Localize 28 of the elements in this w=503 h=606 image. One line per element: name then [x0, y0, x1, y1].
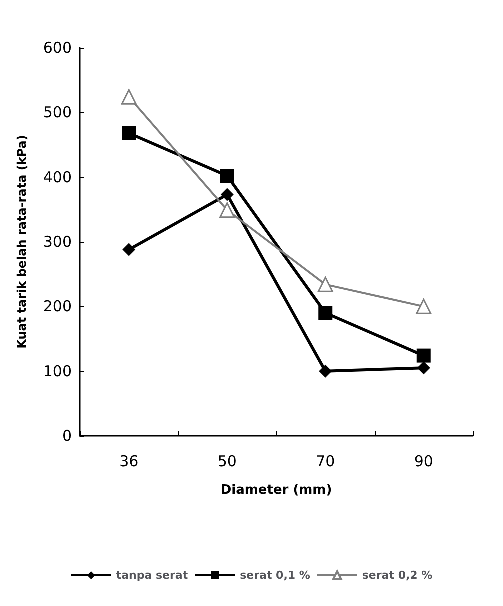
y-tick-label: 400	[43, 168, 72, 186]
y-axis-title: Kuat tarik belah rata-rata (kPa)	[15, 135, 29, 349]
point	[318, 306, 333, 320]
point	[416, 348, 431, 363]
point	[220, 202, 236, 218]
legend-label: serat 0,2 %	[362, 569, 433, 582]
point	[220, 188, 234, 202]
x-tick-label: 70	[316, 452, 336, 470]
x-tick-label: 90	[414, 452, 434, 470]
y-tick-label: 100	[43, 362, 72, 380]
point	[122, 126, 136, 140]
legend-label: tanpa serat	[116, 569, 188, 582]
y-tick-label: 200	[43, 298, 72, 316]
point	[319, 364, 332, 378]
x-axis-title: Diameter (mm)	[220, 483, 332, 498]
point	[121, 89, 137, 105]
y-tick-label: 600	[43, 39, 72, 57]
point	[417, 362, 430, 375]
x-tick-label: 50	[218, 452, 237, 470]
point	[122, 243, 136, 256]
x-tick-label: 36	[120, 452, 139, 470]
y-tick-label: 0	[62, 427, 72, 445]
legend-label: serat 0,1 %	[240, 569, 310, 582]
point	[318, 276, 334, 292]
point	[220, 169, 234, 184]
point	[416, 298, 432, 314]
y-tick-label: 500	[43, 104, 72, 122]
y-tick-label: 300	[43, 233, 72, 251]
